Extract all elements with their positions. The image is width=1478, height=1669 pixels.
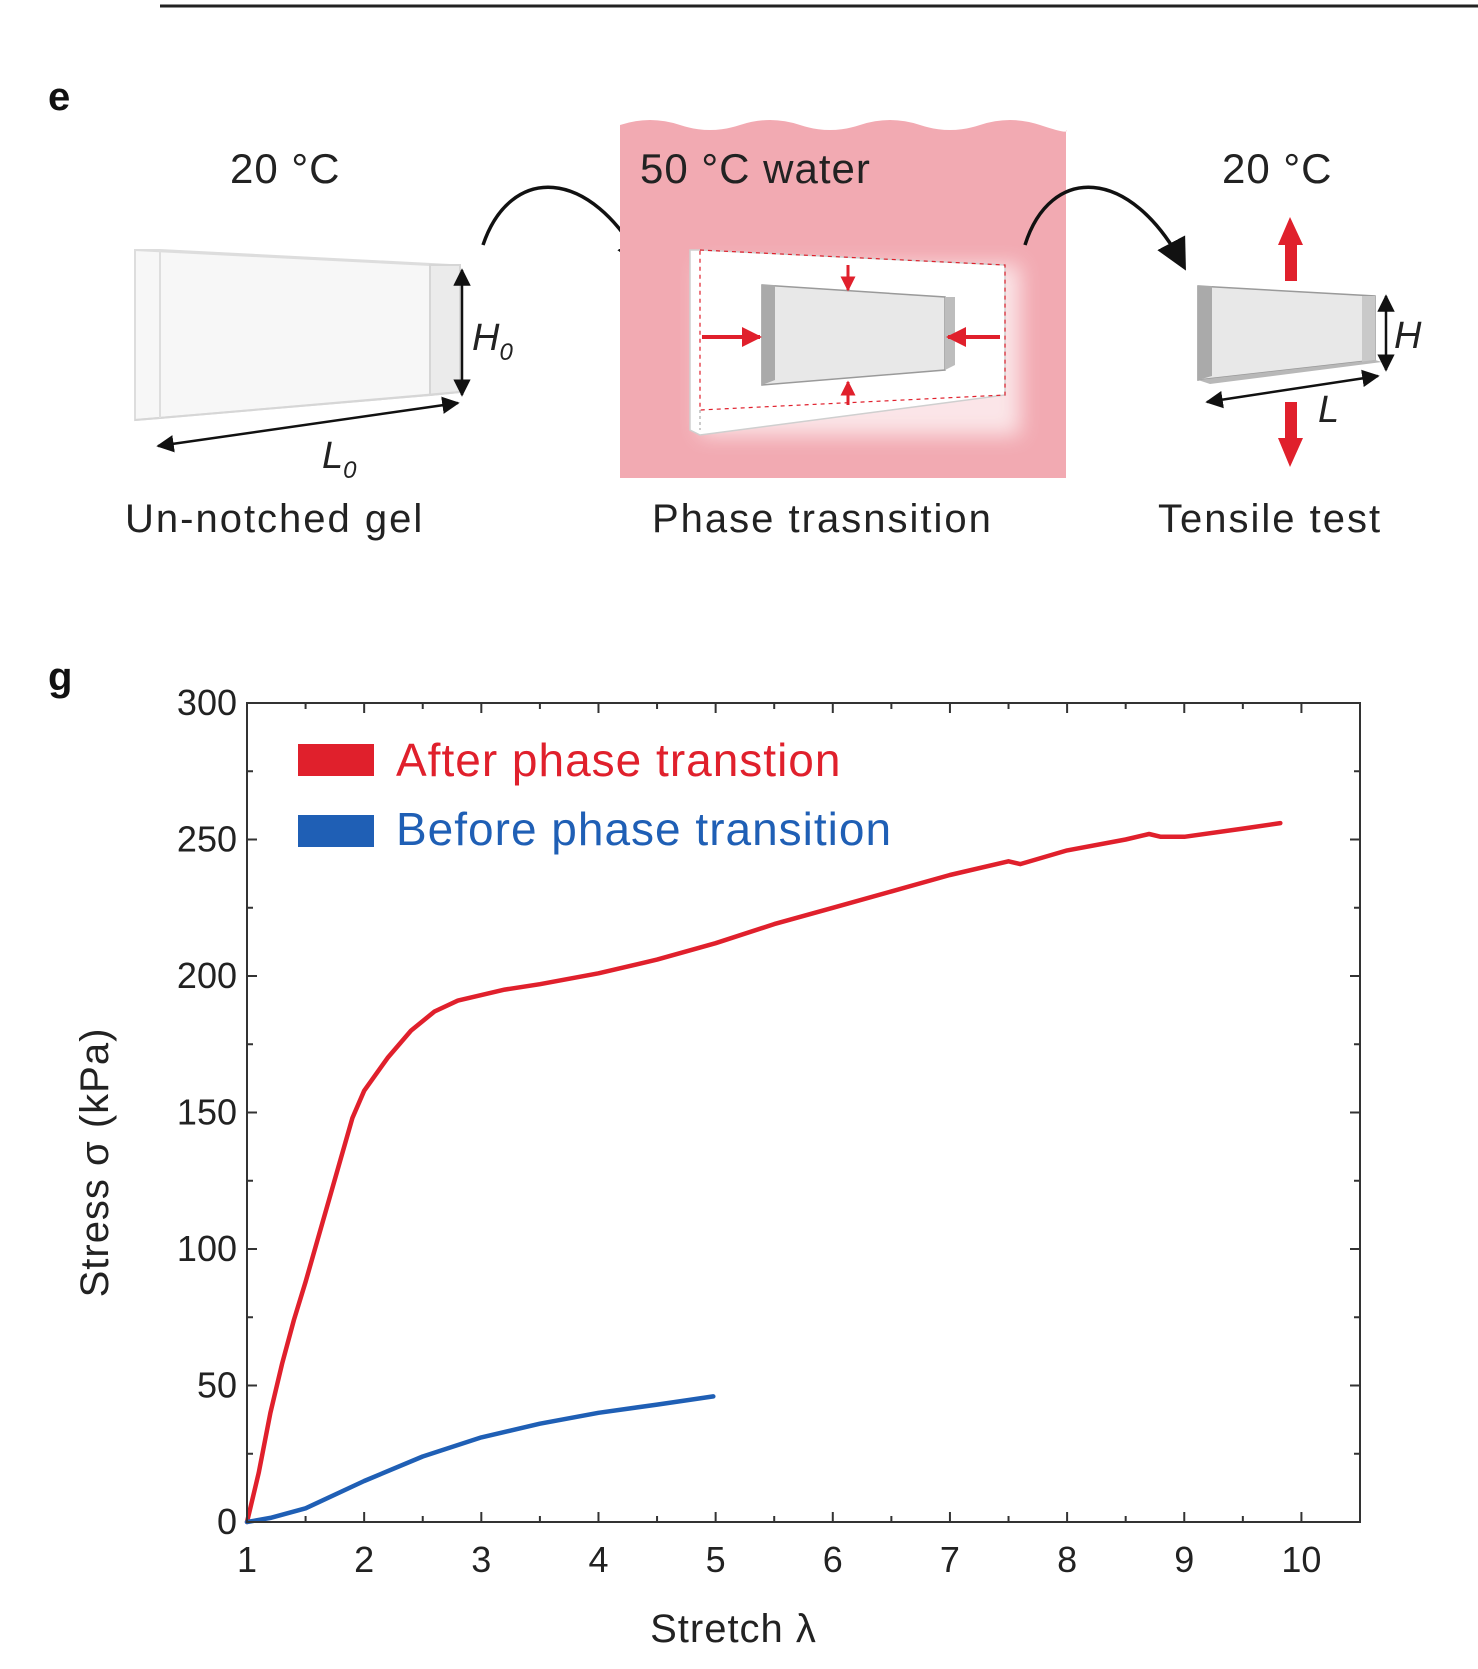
y-axis-title: Stress σ (kPa)	[73, 1028, 117, 1298]
legend-swatch-before	[298, 815, 374, 847]
x-tick-labels: 1 2 3 4 5 6 7 8 9 10	[237, 1539, 1321, 1580]
y-tick-label: 300	[177, 682, 237, 723]
legend-swatch-after	[298, 744, 374, 776]
plot-frame	[246, 702, 1361, 1523]
series-before-phase-transition	[244, 1394, 716, 1525]
step2-caption: Phase trasnsition	[652, 497, 993, 541]
l-label: L	[1318, 389, 1339, 431]
series-after-phase-transition	[244, 820, 1283, 1525]
x-tick-label: 3	[471, 1539, 491, 1580]
l-dimension-arrow	[1205, 369, 1380, 409]
process-arrow-2	[1023, 185, 1186, 271]
h-label: H	[1394, 315, 1422, 357]
step3-caption: Tensile test	[1158, 497, 1382, 541]
x-tick-label: 5	[706, 1539, 726, 1580]
y-tick-label: 50	[197, 1365, 237, 1406]
shrunk-gel-block	[761, 284, 955, 386]
step1-temperature: 20 °C	[230, 145, 341, 192]
tensile-arrow-up	[1278, 217, 1303, 281]
y-tick-label: 0	[217, 1501, 237, 1542]
tensile-gel-block	[1197, 285, 1382, 384]
process-arrow-1	[481, 185, 646, 271]
series-lines	[244, 820, 1283, 1525]
legend: After phase transtion Before phase trans…	[298, 734, 892, 855]
step3-temperature: 20 °C	[1222, 145, 1333, 192]
y-tick-label: 250	[177, 819, 237, 860]
x-axis-title: Stretch λ	[650, 1607, 817, 1651]
y-tick-label: 200	[177, 955, 237, 996]
step-unnotched-gel: 20 °C H0 L0 Un-notched gel	[125, 145, 513, 541]
tensile-arrow-down	[1278, 402, 1303, 467]
legend-label-after: After phase transtion	[396, 734, 841, 786]
unnotched-gel-block	[134, 248, 461, 422]
l0-dimension-arrow	[156, 396, 460, 453]
legend-label-before: Before phase transition	[396, 803, 892, 855]
step2-temperature: 50 °C water	[640, 145, 871, 192]
step1-caption: Un-notched gel	[125, 497, 424, 541]
l0-label: L0	[322, 435, 357, 484]
x-tick-label: 9	[1174, 1539, 1194, 1580]
x-tick-label: 4	[588, 1539, 608, 1580]
y-tick-labels: 0 50 100 150 200 250 300	[177, 682, 237, 1542]
x-tick-label: 7	[940, 1539, 960, 1580]
y-tick-label: 100	[177, 1228, 237, 1269]
step-phase-transition: 50 °C water Phase trasnsition	[620, 120, 1067, 541]
x-tick-label: 1	[237, 1539, 257, 1580]
y-tick-label: 150	[177, 1092, 237, 1133]
x-tick-label: 10	[1281, 1539, 1321, 1580]
panel-e-letter: e	[48, 75, 70, 119]
stress-stretch-chart: 1 2 3 4 5 6 7 8 9 10 0 50 100 150 200 250 300 Stretch λ…	[73, 682, 1361, 1651]
x-tick-label: 6	[823, 1539, 843, 1580]
x-tick-label: 2	[354, 1539, 374, 1580]
h0-label: H0	[472, 317, 513, 366]
step-tensile-test: 20 °C H L Tensile test	[1158, 145, 1422, 541]
panel-g-letter: g	[48, 655, 72, 699]
x-tick-label: 8	[1057, 1539, 1077, 1580]
